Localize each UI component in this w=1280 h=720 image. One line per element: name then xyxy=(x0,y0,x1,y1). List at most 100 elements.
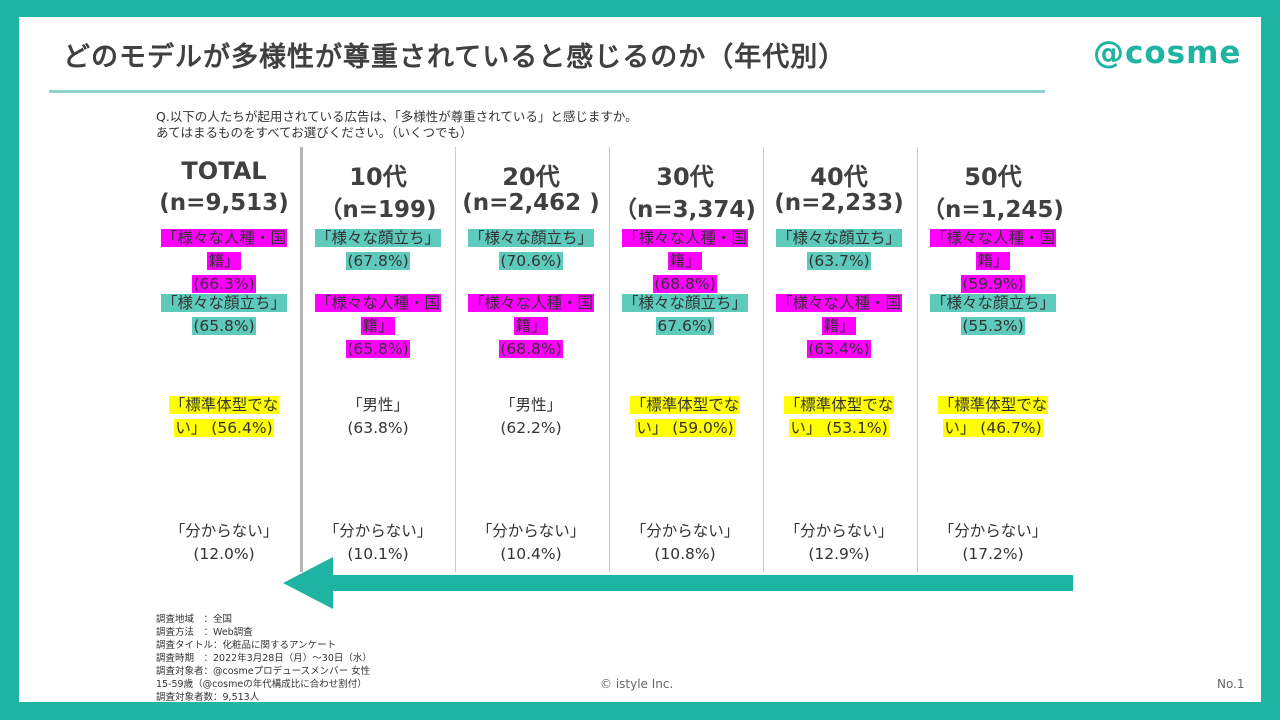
page-title: どのモデルが多様性が尊重されていると感じるのか（年代別） xyxy=(63,42,847,73)
answer-text-line: (55.3%) xyxy=(961,317,1025,335)
answer-text-line: 籍」 xyxy=(976,252,1010,270)
ranked-answer: 「様々な顔立ち」 (67.8%) xyxy=(301,227,455,273)
cosme-logo: @cosme xyxy=(1093,35,1242,71)
answer-text-line: (65.8%) xyxy=(346,340,410,358)
question-line-2: あてはまるものをすべてお選びください。（いくつでも） xyxy=(156,125,473,140)
footnote-line: 調査地域 ：全国 xyxy=(156,614,233,625)
ranked-answer: 「様々な人種・国 籍」 (68.8%) xyxy=(454,292,608,361)
column-50代: 50代 （n=1,245) 「様々な人種・国 籍」 (59.9%) 「様々な顔立ち」 (55… xyxy=(916,152,1070,577)
answer-text-line: 「分からない」 xyxy=(169,522,279,540)
answer-text-line: 籍」 xyxy=(668,252,702,270)
answer-text-line: 「様々な人種・国 xyxy=(160,229,287,247)
answer-text-line: 「様々な顔立ち」 xyxy=(160,294,287,312)
answer-text-line: 「標準体型でな xyxy=(783,396,895,414)
column-sample-size: （n=3,374) xyxy=(614,197,756,223)
column-divider xyxy=(300,147,303,572)
ranked-answer: 「分からない」 (10.1%) xyxy=(301,520,455,566)
ranked-answer: 「様々な顔立ち」 (63.7%) xyxy=(762,227,916,273)
column-header-label: TOTAL xyxy=(181,157,267,185)
column-header-label: 10代 xyxy=(349,163,407,191)
ranked-answer: 「分からない」 (10.8%) xyxy=(608,520,762,566)
answer-text-line: 籍」 xyxy=(207,252,241,270)
survey-footnote: 調査地域 ：全国 調査方法 ：Web調査 調査タイトル：化粧品に関するアンケート 調査… xyxy=(156,613,372,704)
copyright: © istyle Inc. xyxy=(600,677,674,691)
answer-text-line: 「様々な人種・国 xyxy=(775,294,902,312)
answer-text-line: 「分からない」 xyxy=(476,522,586,540)
footnote-line: 調査対象者：@cosmeプロデュースメンバー 女性 xyxy=(156,666,371,677)
answer-text-line: 籍」 xyxy=(514,317,548,335)
column-divider xyxy=(917,147,918,572)
footnote-line: 調査対象者数：9,513人 xyxy=(156,692,260,703)
answer-text-line: (66.3%) xyxy=(192,275,256,293)
answer-text-line: 「様々な人種・国 xyxy=(314,294,441,312)
footnote-line: 調査時期 ：2022年3月28日（月）～30日（水） xyxy=(156,653,372,664)
footnote-line: 調査タイトル：化粧品に関するアンケート xyxy=(156,640,337,651)
ranked-answer: 「様々な人種・国 籍」 (66.3%) xyxy=(147,227,301,296)
column-sample-size: (n=2,462 ) xyxy=(462,190,600,216)
answer-text-line: 「様々な顔立ち」 xyxy=(467,229,594,247)
answer-text-line: 「分からない」 xyxy=(784,522,894,540)
title-underline xyxy=(49,90,1045,93)
footnote-line: 15-59歳（@cosmeの年代構成比に合わせ割付） xyxy=(156,679,367,690)
answer-text-line: い」 (46.7%) xyxy=(943,419,1043,437)
slide: どのモデルが多様性が尊重されていると感じるのか（年代別） @cosme Q.以下… xyxy=(19,17,1261,704)
answer-text-line: 「様々な人種・国 xyxy=(621,229,748,247)
column-header-label: 20代 xyxy=(502,163,560,191)
answer-text-line: (62.2%) xyxy=(500,419,562,437)
column-header-label: 40代 xyxy=(810,163,868,191)
answer-text-line: (68.8%) xyxy=(499,340,563,358)
answer-text-line: (10.4%) xyxy=(500,545,562,563)
column-header-label: 50代 xyxy=(964,163,1022,191)
answer-text-line: (59.9%) xyxy=(961,275,1025,293)
answer-text-line: (65.8%) xyxy=(192,317,256,335)
answer-text-line: い」 (53.1%) xyxy=(789,419,889,437)
ranked-answer: 「様々な人種・国 籍」 (59.9%) xyxy=(916,227,1070,296)
column-30代: 30代 （n=3,374) 「様々な人種・国 籍」 (68.8%) 「様々な顔立ち」 67.… xyxy=(608,152,762,577)
ranked-answer: 「様々な顔立ち」 (70.6%) xyxy=(454,227,608,273)
answer-text-line: (63.8%) xyxy=(347,419,409,437)
answer-text-line: 「男性」 xyxy=(499,396,562,414)
ranked-answer: 「分からない」 (10.4%) xyxy=(454,520,608,566)
column-sample-size: （n=199) xyxy=(319,197,437,223)
ranked-answer: 「男性」 (63.8%) xyxy=(301,394,455,440)
answer-text-line: 「標準体型でな xyxy=(168,396,280,414)
column-sample-size: (n=2,233) xyxy=(774,190,904,216)
column-divider xyxy=(609,147,610,572)
column-divider xyxy=(455,147,456,572)
answer-text-line: 籍」 xyxy=(361,317,395,335)
answer-text-line: (63.7%) xyxy=(807,252,871,270)
ranked-answer: 「標準体型でな い」 (59.0%) xyxy=(608,394,762,440)
ranked-answer: 「様々な顔立ち」 (55.3%) xyxy=(916,292,1070,338)
column-divider xyxy=(763,147,764,572)
answer-text-line: (68.8%) xyxy=(653,275,717,293)
answer-text-line: (10.8%) xyxy=(654,545,716,563)
question-line-1: Q.以下の人たちが起用されている広告は、「多様性が尊重されている」と感じますか。 xyxy=(156,109,638,124)
answer-text-line: (17.2%) xyxy=(962,545,1024,563)
column-10代: 10代 （n=199) 「様々な顔立ち」 (67.8%) 「様々な人種・国 籍」 (65.8… xyxy=(301,152,455,577)
page-number: No.1 xyxy=(1217,677,1245,691)
column-sample-size: (n=9,513) xyxy=(159,190,289,216)
answer-text-line: (12.9%) xyxy=(808,545,870,563)
answer-text-line: (12.0%) xyxy=(193,545,255,563)
ranked-answer: 「分からない」 (12.0%) xyxy=(147,520,301,566)
left-arrow-icon xyxy=(283,557,1073,609)
ranked-answer: 「標準体型でな い」 (53.1%) xyxy=(762,394,916,440)
answer-text-line: 「標準体型でな xyxy=(937,396,1049,414)
answer-text-line: 「様々な顔立ち」 xyxy=(314,229,441,247)
answer-text-line: (67.8%) xyxy=(346,252,410,270)
ranked-answer: 「様々な人種・国 籍」 (68.8%) xyxy=(608,227,762,296)
answer-text-line: 「分からない」 xyxy=(323,522,433,540)
ranked-answer: 「様々な顔立ち」 (65.8%) xyxy=(147,292,301,338)
answer-text-line: 籍」 xyxy=(822,317,856,335)
ranked-answer: 「様々な人種・国 籍」 (63.4%) xyxy=(762,292,916,361)
ranked-answer: 「標準体型でな い」 (56.4%) xyxy=(147,394,301,440)
footnote-line: 調査方法 ：Web調査 xyxy=(156,627,253,638)
answer-text-line: 67.6%) xyxy=(656,317,714,335)
answer-text-line: 「分からない」 xyxy=(938,522,1048,540)
answer-text-line: 「様々な顔立ち」 xyxy=(929,294,1056,312)
answer-text-line: 「様々な人種・国 xyxy=(929,229,1056,247)
ranked-answer: 「標準体型でな い」 (46.7%) xyxy=(916,394,1070,440)
answer-text-line: (70.6%) xyxy=(499,252,563,270)
answer-text-line: (63.4%) xyxy=(807,340,871,358)
column-sample-size: （n=1,245) xyxy=(922,197,1064,223)
